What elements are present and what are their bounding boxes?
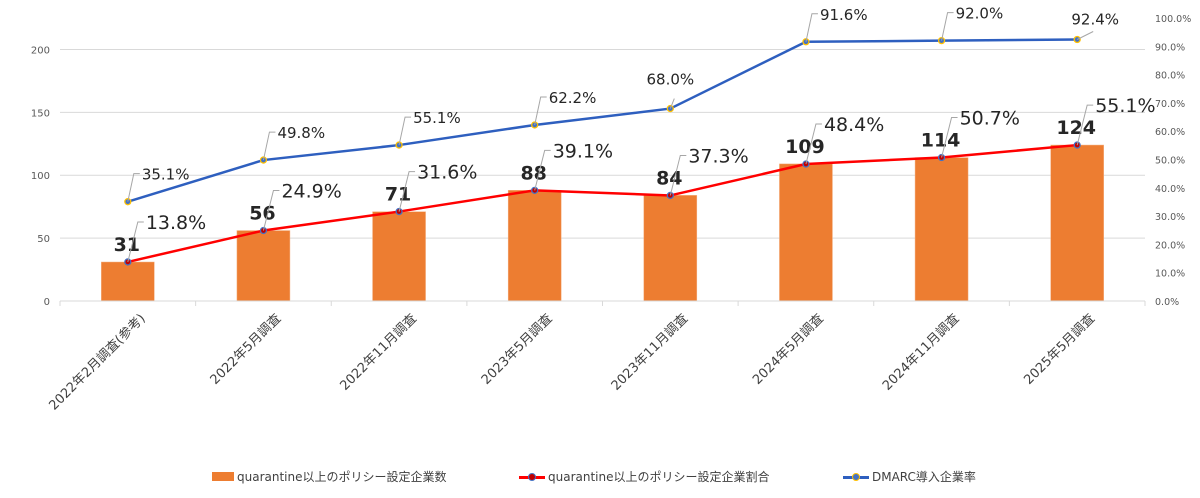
ratio-value-label: 37.3% <box>688 145 748 167</box>
bar-value-label: 31 <box>114 234 140 256</box>
dmarc-marker <box>124 198 132 206</box>
leader-line <box>941 117 958 158</box>
dmarc-value-label: 62.2% <box>549 89 597 107</box>
dmarc-value-label: 92.0% <box>956 5 1004 23</box>
x-axis-category-label: 2024年11月調査 <box>880 311 962 393</box>
leader-line <box>1076 104 1094 146</box>
dmarc-value-label: 35.1% <box>142 166 190 184</box>
leader-line <box>805 123 822 165</box>
legend-label: DMARC導入企業率 <box>872 470 976 484</box>
ratio-marker <box>124 258 132 266</box>
bar <box>236 230 291 302</box>
left-axis-tick-label: 200 <box>31 45 50 56</box>
dmarc-value-label: 55.1% <box>413 109 461 127</box>
legend-swatch-bar <box>212 472 234 481</box>
leader-line <box>805 13 818 42</box>
data-labels: 31 56 71 88 84 109 114 124 13.8% 24.9% 31.6% 39.1% 3… <box>114 5 1156 263</box>
bar <box>914 157 969 302</box>
bar <box>101 261 155 302</box>
right-axis-tick-label: 100.0% <box>1155 14 1191 25</box>
ratio-value-label: 24.9% <box>281 181 341 203</box>
dmarc-line <box>127 38 1078 203</box>
right-axis-tick-label: 80.0% <box>1155 71 1185 82</box>
x-axis-category-label: 2025年5月調査 <box>1021 311 1098 388</box>
right-axis-tick-label: 50.0% <box>1155 156 1185 167</box>
leader-line <box>534 149 551 191</box>
bar-value-label: 109 <box>785 136 825 158</box>
ratio-value-label: 55.1% <box>1095 95 1155 117</box>
leader-line <box>127 173 140 202</box>
bar <box>779 163 833 302</box>
bar-value-label: 56 <box>249 203 275 225</box>
leader-line <box>398 171 416 212</box>
left-y-axis: 0 50 100 150 200 <box>31 45 50 308</box>
x-axis-category-label: 2023年11月調査 <box>609 311 691 393</box>
x-axis-category-label: 2024年5月調査 <box>750 311 827 388</box>
x-axis-category-label: 2022年11月調査 <box>337 311 419 393</box>
legend-item-dmarc-line[interactable]: DMARC導入企業率 <box>843 468 976 485</box>
bar-value-label: 88 <box>520 162 546 184</box>
leader-line <box>534 96 547 126</box>
x-axis-category-label: 2023年5月調査 <box>479 311 556 388</box>
right-axis-tick-label: 90.0% <box>1155 42 1185 53</box>
ratio-value-label: 31.6% <box>417 162 477 184</box>
right-axis-tick-label: 30.0% <box>1155 212 1185 223</box>
bar-value-label: 84 <box>656 167 682 189</box>
leader-line <box>398 116 412 146</box>
leader-line <box>941 12 954 41</box>
right-axis-tick-label: 40.0% <box>1155 184 1185 195</box>
left-axis-tick-label: 150 <box>31 108 50 119</box>
leader-line <box>1076 31 1094 40</box>
x-axis-category-label: 2022年5月調査 <box>208 311 285 388</box>
left-axis-tick-label: 0 <box>44 297 50 308</box>
leader-line <box>262 131 276 161</box>
legend-swatch-blue-line <box>843 471 869 483</box>
legend-swatch-red-line <box>519 471 545 483</box>
leader-line <box>669 98 675 109</box>
x-axis-category-label: 2022年2月調査(参考) <box>46 311 149 414</box>
leader-line <box>262 190 280 231</box>
left-axis-tick-label: 100 <box>31 171 50 182</box>
bar <box>507 190 562 302</box>
x-axis: 2022年2月調査(参考) 2022年5月調査 2022年11月調査 2023年5月調… <box>46 300 1146 414</box>
ratio-line <box>127 143 1078 264</box>
bar <box>372 211 426 302</box>
bar-value-label: 114 <box>921 130 961 152</box>
line-series <box>124 35 1081 266</box>
dmarc-value-label: 49.8% <box>277 124 325 142</box>
bars-series <box>101 144 1104 302</box>
leader-line <box>669 154 687 196</box>
legend-label: quarantine以上のポリシー設定企業数 <box>237 470 447 484</box>
ratio-value-label: 13.8% <box>146 212 206 234</box>
dmarc-value-label: 92.4% <box>1071 11 1119 29</box>
ratio-value-label: 39.1% <box>553 140 613 162</box>
bar <box>1050 144 1104 302</box>
ratio-value-label: 48.4% <box>824 114 884 136</box>
dmarc-value-label: 68.0% <box>646 71 694 89</box>
right-axis-tick-label: 20.0% <box>1155 240 1185 251</box>
bar <box>643 195 698 302</box>
leader-line <box>127 221 144 263</box>
right-y-axis: 0.0% 10.0% 20.0% 30.0% 40.0% 50.0% 60.0% 70.0% 8… <box>1155 14 1191 308</box>
ratio-value-label: 50.7% <box>960 108 1020 130</box>
legend: quarantine以上のポリシー設定企業数 quarantine以上のポリシー… <box>0 468 1200 488</box>
right-axis-tick-label: 70.0% <box>1155 99 1185 110</box>
legend-item-ratio-line[interactable]: quarantine以上のポリシー設定企業割合 <box>519 468 770 485</box>
left-axis-tick-label: 50 <box>37 234 50 245</box>
right-axis-tick-label: 60.0% <box>1155 127 1185 138</box>
right-axis-tick-label: 10.0% <box>1155 269 1185 280</box>
bar-value-label: 124 <box>1056 117 1096 139</box>
bar-value-label: 71 <box>385 184 411 206</box>
right-axis-tick-label: 0.0% <box>1155 297 1179 308</box>
legend-label: quarantine以上のポリシー設定企業割合 <box>548 470 770 484</box>
dmarc-value-label: 91.6% <box>820 6 868 24</box>
legend-item-bar[interactable]: quarantine以上のポリシー設定企業数 <box>212 468 447 485</box>
